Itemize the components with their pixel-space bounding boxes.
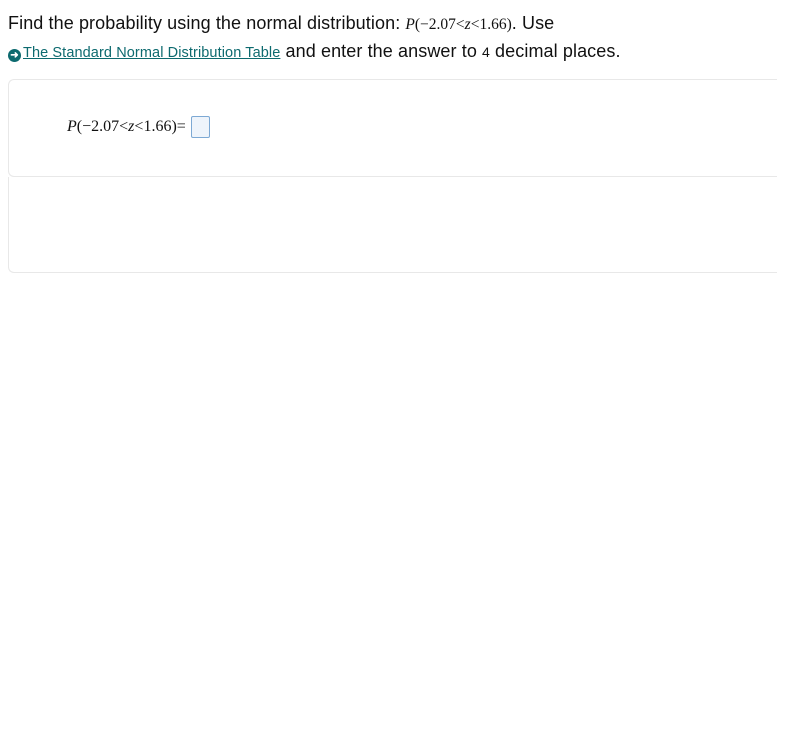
answer-panel: P(−2.07<z<1.66) = (8, 79, 777, 177)
question-prefix: Find the probability using the normal di… (8, 13, 405, 33)
question-container: Find the probability using the normal di… (0, 0, 789, 273)
bottom-spacer (8, 177, 777, 273)
distribution-table-link[interactable]: The Standard Normal Distribution Table (23, 45, 280, 61)
question-after-formula: . Use (512, 13, 555, 33)
question-suffix: decimal places. (490, 41, 621, 61)
answer-input[interactable] (191, 116, 210, 138)
question-formula: P(−2.07<z<1.66) (405, 16, 511, 33)
link-row: ➜The Standard Normal Distribution Table (8, 41, 280, 61)
question-decimals: 4 (482, 44, 490, 60)
question-mid: and enter the answer to (280, 41, 482, 61)
question-text: Find the probability using the normal di… (8, 10, 777, 66)
info-icon[interactable]: ➜ (8, 49, 21, 62)
answer-formula: P(−2.07<z<1.66) = (67, 116, 210, 138)
